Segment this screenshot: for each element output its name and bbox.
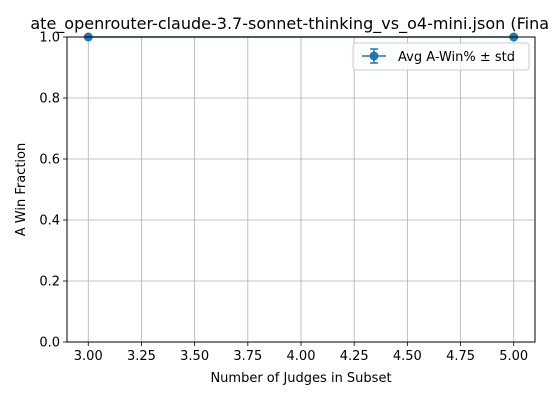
y-tick-label: 0.8 [39,92,60,107]
x-tick-label: 3.75 [233,349,262,364]
x-tick-label: 3.25 [127,349,156,364]
x-axis-label: Number of Judges in Subset [210,371,391,386]
chart-title: ate_openrouter-claude-3.7-sonnet-thinkin… [30,14,550,34]
y-tick-label: 0.6 [39,153,60,168]
y-tick-label: 1.0 [39,31,60,46]
x-tick-label: 3.00 [74,349,103,364]
y-tick-label: 0.2 [39,275,60,290]
x-tick-label: 5.00 [499,349,528,364]
y-axis-ticks: 0.0 0.2 0.4 0.6 0.8 1.0 [39,31,67,351]
x-tick-label: 4.00 [287,349,316,364]
x-tick-label: 4.75 [446,349,475,364]
legend: Avg A-Win% ± std [352,42,530,71]
x-tick-label: 4.25 [340,349,369,364]
y-tick-label: 0.4 [39,214,60,229]
legend-label: Avg A-Win% ± std [398,50,515,65]
legend-marker [369,51,379,61]
x-tick-label: 4.50 [393,349,422,364]
y-axis-label: A Win Fraction [14,143,29,236]
y-tick-label: 0.0 [39,336,60,351]
x-tick-label: 3.50 [180,349,209,364]
x-axis-ticks: 3.00 3.25 3.50 3.75 4.00 4.25 4.50 4.75 5.00 [74,342,528,364]
legend-box [352,42,530,71]
